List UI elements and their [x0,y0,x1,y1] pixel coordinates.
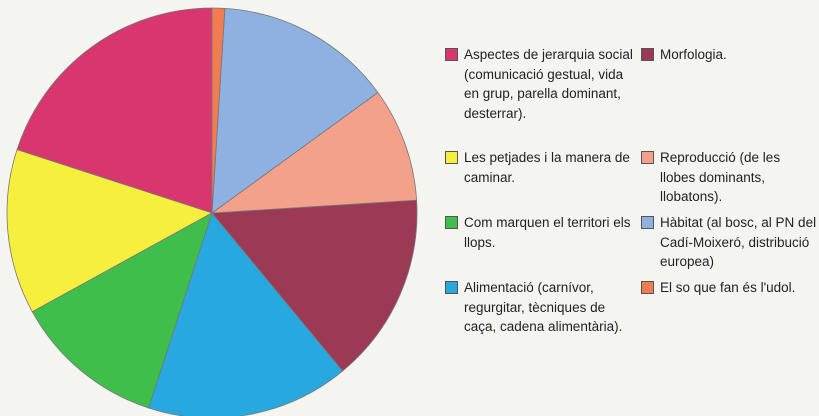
legend-swatch [641,151,654,164]
legend-label: Hàbitat (al bosc, al PN del Cadí-Moixeró… [660,215,817,269]
pie-slice [211,7,379,214]
pie-slice [211,199,418,372]
legend-item: Hàbitat (al bosc, al PN del Cadí-Moixeró… [641,213,817,272]
legend-label: Reproducció (de les llobes dominants, ll… [660,150,781,204]
legend-item: Morfologia. [641,45,817,65]
pie-slice [211,7,226,214]
legend-item: El so que fan és l'udol. [641,278,817,298]
pie-slice [148,212,344,416]
pie-slice [6,149,214,313]
legend-swatch [445,151,458,164]
legend-swatch [445,281,458,294]
legend-label: Alimentació (carnívor, regurgitar, tècni… [464,280,623,334]
legend-swatch [445,48,458,61]
pie-chart [6,7,418,416]
pie-slice [16,7,213,214]
legend-swatch [445,216,458,229]
legend-item: Com marquen el territori els llops. [445,213,635,252]
pie-slice [31,212,213,409]
legend-item: Reproducció (de les llobes dominants, ll… [641,148,817,207]
legend-item: Aspectes de jerarquia social (comunicaci… [445,45,635,123]
legend-swatch [641,281,654,294]
legend-label: Com marquen el territori els llops. [464,215,631,250]
legend-label: Les petjades i la manera de caminar. [464,150,630,185]
legend-item: Alimentació (carnívor, regurgitar, tècni… [445,278,635,337]
legend-label: El so que fan és l'udol. [660,280,796,295]
legend-label: Aspectes de jerarquia social (comunicaci… [464,47,633,121]
legend-item: Les petjades i la manera de caminar. [445,148,635,187]
legend-label: Morfologia. [660,47,727,62]
pie-slice [210,91,418,214]
legend-swatch [641,48,654,61]
legend-swatch [641,216,654,229]
